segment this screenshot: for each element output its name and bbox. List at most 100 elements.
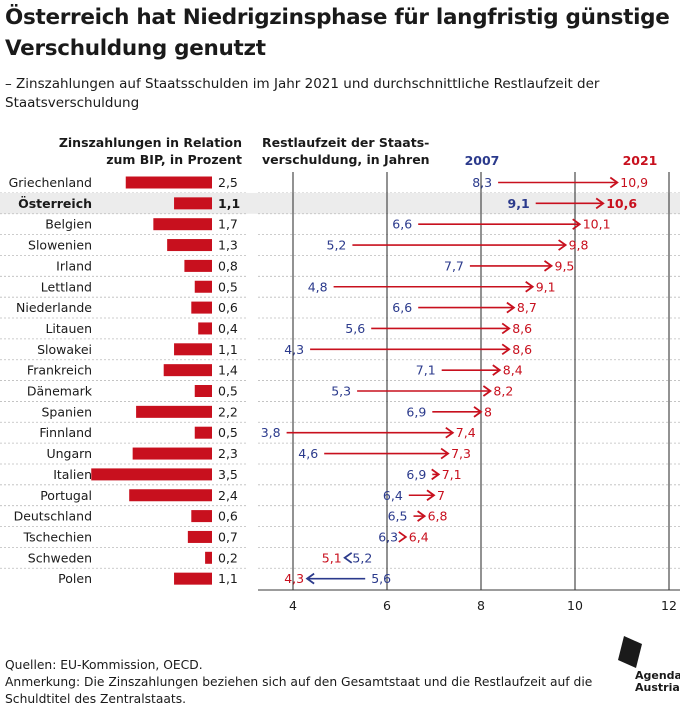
rows-layer (0, 176, 680, 585)
arrow-chart-title-line2: verschuldung, in Jahren (262, 152, 430, 167)
bar-15 (129, 489, 212, 502)
bar-value-label: 0,5 (218, 279, 238, 294)
bar-value-label: 2,5 (218, 175, 238, 190)
country-label: Schweden (28, 550, 92, 565)
bar-value-label: 0,7 (218, 529, 238, 544)
arrow-head-7 (501, 322, 511, 335)
chart-area: Zinszahlungen in Relation zum BIP, in Pro… (0, 135, 680, 613)
bar-8 (174, 343, 212, 356)
label-2007: 5,2 (352, 550, 372, 565)
label-2021: 6,4 (409, 529, 429, 544)
label-2007: 5,2 (327, 238, 347, 253)
bar-value-label: 1,7 (218, 217, 238, 232)
x-tick-label: 12 (661, 598, 677, 613)
label-2021: 8,7 (517, 300, 537, 315)
country-label: Dänemark (27, 384, 93, 399)
label-2021: 9,5 (555, 258, 575, 273)
bar-12 (194, 426, 212, 439)
bar-value-label: 1,1 (218, 342, 238, 357)
bar-5 (194, 280, 212, 293)
x-tick-label: 4 (289, 598, 297, 613)
country-label: Italien (53, 467, 92, 482)
label-2021: 8,2 (493, 384, 513, 399)
label-2007: 4,3 (284, 342, 304, 357)
bar-chart-title-line1: Zinszahlungen in Relation (59, 135, 242, 150)
country-label: Slowakei (37, 342, 92, 357)
x-tick-label: 10 (567, 598, 583, 613)
x-tick-label: 8 (477, 598, 485, 613)
country-label: Ungarn (46, 446, 92, 461)
bar-value-label: 2,4 (218, 488, 238, 503)
label-2007: 6,6 (392, 300, 412, 315)
bar-value-label: 1,3 (218, 238, 238, 253)
bar-7 (198, 322, 212, 335)
logo-line1: Agenda (635, 669, 680, 682)
bar-17 (187, 530, 212, 543)
arrow-head-9 (492, 364, 502, 376)
bar-value-label: 1,1 (218, 571, 238, 586)
bar-value-label: 0,5 (218, 384, 238, 399)
arrow-head-13 (440, 447, 450, 460)
label-2021: 7,1 (442, 467, 462, 482)
arrow-head-8 (501, 343, 511, 356)
country-label: Finnland (39, 425, 92, 440)
bar-10 (194, 385, 212, 397)
bar-9 (163, 364, 212, 377)
label-2007: 9,1 (508, 196, 530, 211)
chart-subtitle: – Zinszahlungen auf Staatsschulden im Ja… (5, 76, 600, 111)
arrow-head-6 (506, 301, 516, 314)
country-label: Polen (58, 571, 92, 586)
bar-3 (167, 239, 212, 252)
label-2007: 6,4 (383, 488, 403, 503)
footnotes: Quellen: EU-Kommission, OECD. Anmerkung:… (5, 657, 605, 708)
arrow-head-16 (417, 510, 427, 522)
arrow-head-14 (431, 468, 441, 481)
arrow-head-2 (572, 218, 582, 230)
bar-value-label: 1,1 (218, 196, 240, 211)
bar-value-label: 0,6 (218, 300, 238, 315)
bar-1 (174, 197, 212, 210)
arrow-head-0 (609, 176, 619, 189)
arrow-head-1 (595, 197, 605, 210)
bar-13 (132, 447, 212, 460)
label-2007: 6,3 (378, 529, 398, 544)
logo-line2: Austria (635, 681, 680, 692)
grid-layer: 4 6 8 10 12 (258, 172, 680, 613)
country-label: Frankreich (27, 363, 92, 378)
label-2007: 7,1 (416, 363, 436, 378)
label-2007: 5,6 (371, 571, 391, 586)
arrow-head-12 (445, 426, 455, 439)
column-headers: Zinszahlungen in Relation zum BIP, in Pro… (59, 135, 658, 168)
bar-6 (191, 301, 212, 314)
country-label: Spanien (41, 404, 92, 419)
note-text: Anmerkung: Die Zinszahlungen beziehen si… (5, 675, 593, 706)
country-label: Lettland (41, 279, 92, 294)
bar-value-label: 0,2 (218, 550, 238, 565)
bar-value-label: 2,3 (218, 446, 238, 461)
bar-2 (153, 218, 212, 231)
bar-19 (174, 572, 212, 585)
logo-shape-icon (618, 636, 642, 668)
label-2007: 5,3 (331, 384, 351, 399)
label-2007: 6,9 (406, 467, 426, 482)
arrow-head-18 (343, 552, 353, 564)
bar-chart-title-line2: zum BIP, in Prozent (106, 152, 242, 167)
label-2007: 5,6 (345, 321, 365, 336)
sources-text: Quellen: EU-Kommission, OECD. (5, 658, 203, 672)
label-2021: 6,8 (428, 509, 448, 524)
bar-chart-title: Zinszahlungen in Relation zum BIP, in Pro… (59, 135, 242, 167)
bar-16 (191, 510, 212, 523)
arrow-head-11 (473, 406, 483, 418)
country-label: Tschechien (23, 529, 92, 544)
label-2007: 8,3 (472, 175, 492, 190)
country-label: Niederlande (16, 300, 92, 315)
bar-value-label: 0,4 (218, 321, 238, 336)
bar-4 (184, 259, 212, 272)
country-label: Litauen (45, 321, 92, 336)
bar-0 (125, 176, 212, 189)
bar-18 (205, 551, 212, 564)
legend-2021: 2021 (623, 153, 658, 168)
country-label: Griechenland (9, 175, 92, 190)
label-2007: 6,9 (406, 404, 426, 419)
arrow-head-3 (558, 239, 568, 251)
